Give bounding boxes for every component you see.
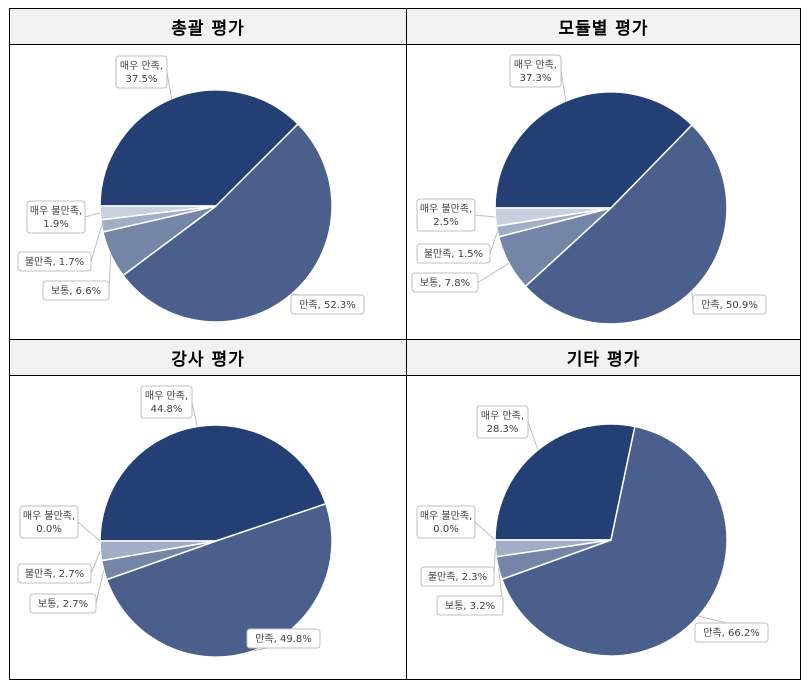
svg-text:매우 만족,37.5%: 매우 만족, 37.5% — [120, 60, 163, 85]
pie-slice-2 — [524, 123, 728, 325]
svg-text:만족, 50.9%: 만족, 50.9% — [701, 299, 758, 311]
chart-title: 총괄 평가 — [10, 9, 406, 45]
label-leader-line — [90, 550, 101, 574]
data-label: 만족, 66.2% — [694, 622, 769, 643]
label-leader-line — [560, 70, 567, 102]
pie-slice-4 — [494, 539, 612, 558]
pie-slice-5 — [99, 205, 217, 221]
svg-text:매우 만족,44.8%: 매우 만족, 44.8% — [145, 390, 188, 415]
svg-text:불만족, 2.3%: 불만족, 2.3% — [428, 571, 487, 583]
svg-text:보통, 3.2%: 보통, 3.2% — [445, 600, 495, 612]
data-label: 불만족, 1.5% — [416, 243, 491, 264]
svg-text:보통, 6.6%: 보통, 6.6% — [51, 285, 101, 297]
svg-text:불만족, 1.7%: 불만족, 1.7% — [25, 256, 84, 268]
svg-text:만족, 49.8%: 만족, 49.8% — [255, 633, 312, 645]
svg-text:만족, 66.2%: 만족, 66.2% — [703, 627, 760, 639]
data-label: 매우 만족, 44.8% — [140, 385, 193, 419]
svg-text:만족, 52.3%: 만족, 52.3% — [299, 299, 356, 311]
data-label: 매우 만족, 37.5% — [115, 55, 168, 89]
pie-chart-other: 매우 만족, 28.3% 만족, 66.2% 보통, 3.2% 불만족, 2.3% 매우 … — [416, 405, 769, 657]
data-label: 만족, 50.9% — [692, 294, 767, 315]
chart-title: 기타 평가 — [407, 340, 800, 376]
chart-panel-overall: 총괄 평가 매우 만족, 37.5% 만족, 52.3% 보통, 6.6% 불만족, 1… — [10, 9, 406, 339]
chart-title: 강사 평가 — [10, 340, 406, 376]
pie-slice-1 — [99, 424, 327, 542]
label-leader-line — [489, 231, 498, 254]
label-leader-line — [84, 212, 101, 218]
grid-divider-horizontal — [10, 339, 800, 340]
chart-panel-other: 기타 평가 매우 만족, 28.3% 만족, 66.2% 보통, 3.2% 불만족, 2… — [407, 340, 800, 679]
label-leader-line — [77, 521, 101, 542]
chart-grid: 총괄 평가 매우 만족, 37.5% 만족, 52.3% 보통, 6.6% 불만족, 1… — [9, 8, 801, 680]
label-leader-line — [474, 521, 496, 541]
svg-text:불만족, 2.7%: 불만족, 2.7% — [25, 568, 84, 580]
data-label: 매우 불만족, 1.9% — [26, 200, 86, 234]
label-leader-line — [166, 71, 173, 99]
label-leader-line — [90, 225, 103, 262]
svg-text:매우 불만족,0.0%: 매우 불만족, 0.0% — [420, 510, 472, 535]
chart-title: 모듈별 평가 — [407, 9, 800, 45]
data-label: 만족, 52.3% — [290, 294, 365, 315]
label-leader-line — [474, 214, 496, 218]
data-label: 보통, 3.2% — [436, 595, 504, 616]
svg-text:매우 불만족,2.5%: 매우 불만족, 2.5% — [420, 203, 472, 228]
svg-text:매우 불만족,1.9%: 매우 불만족, 1.9% — [30, 205, 82, 230]
label-leader-line — [477, 262, 510, 283]
pie-slice-2 — [121, 122, 333, 323]
pie-slice-1 — [494, 91, 694, 209]
grid-divider-vertical — [406, 9, 407, 679]
pie-chart-module: 매우 만족, 37.3% 만족, 50.9% 보통, 7.8% 불만족, 1.5% 매우 … — [411, 54, 767, 325]
data-label: 보통, 6.6% — [42, 280, 110, 301]
data-label: 만족, 49.8% — [246, 628, 321, 649]
svg-text:매우 만족,28.3%: 매우 만족, 28.3% — [481, 410, 524, 435]
pie-chart-overall: 매우 만족, 37.5% 만족, 52.3% 보통, 6.6% 불만족, 1.7% 매우 … — [17, 55, 365, 323]
pie-slice-2 — [500, 425, 728, 657]
svg-text:불만족, 1.5%: 불만족, 1.5% — [424, 248, 483, 260]
data-label: 보통, 7.8% — [411, 272, 479, 293]
pie-slice-1 — [494, 423, 636, 541]
data-label: 매우 불만족, 0.0% — [416, 505, 476, 539]
svg-text:매우 만족,37.3%: 매우 만족, 37.3% — [514, 59, 557, 84]
data-label: 매우 만족, 37.3% — [509, 54, 562, 88]
label-leader-line — [527, 421, 539, 451]
svg-text:보통, 2.7%: 보통, 2.7% — [38, 598, 88, 610]
data-label: 매우 불만족, 2.5% — [416, 198, 476, 232]
data-label: 보통, 2.7% — [29, 593, 97, 614]
data-label: 불만족, 2.7% — [17, 563, 92, 584]
data-label: 매우 만족, 28.3% — [476, 405, 529, 439]
chart-panel-instructor: 강사 평가 매우 만족, 44.8% 만족, 49.8% 보통, 2.7% 불만족, 2… — [10, 340, 406, 679]
data-label: 불만족, 1.7% — [17, 251, 92, 272]
pie-slice-1 — [99, 89, 300, 207]
data-label: 불만족, 2.3% — [420, 566, 495, 587]
chart-panel-module: 모듈별 평가 매우 만족, 37.3% 만족, 50.9% 보통, 7.8% 불만족, … — [407, 9, 800, 339]
svg-text:매우 불만족,0.0%: 매우 불만족, 0.0% — [23, 510, 75, 535]
label-leader-line — [191, 401, 198, 427]
data-label: 매우 불만족, 0.0% — [19, 505, 79, 539]
label-leader-line — [95, 570, 105, 604]
svg-text:보통, 7.8%: 보통, 7.8% — [420, 277, 470, 289]
pie-chart-instructor: 매우 만족, 44.8% 만족, 49.8% 보통, 2.7% 불만족, 2.7% 매우 … — [17, 385, 333, 658]
